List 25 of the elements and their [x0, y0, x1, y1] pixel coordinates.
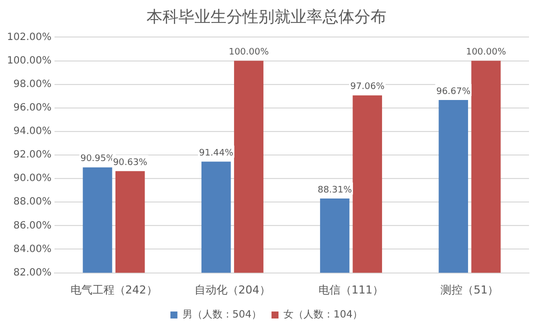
x-tick-label: 电气工程（242） — [70, 283, 158, 296]
data-label: 97.06% — [350, 82, 385, 92]
legend-label: 女（人数：104） — [284, 308, 363, 321]
x-tick-label: 测控（51） — [440, 283, 499, 296]
y-tick-label: 98.00% — [13, 78, 52, 90]
y-tick-label: 86.00% — [13, 220, 52, 232]
y-tick-label: 100.00% — [6, 55, 52, 66]
y-tick-label: 84.00% — [13, 244, 52, 255]
data-label: 88.31% — [318, 185, 352, 196]
data-label: 96.67% — [436, 86, 471, 97]
data-label: 100.00% — [228, 48, 270, 58]
y-tick-label: 102.00% — [6, 32, 52, 43]
y-tick-label: 96.00% — [13, 102, 52, 114]
y-tick-label: 94.00% — [13, 126, 52, 138]
x-tick-label: 自动化（204） — [194, 283, 270, 296]
y-tick-label: 82.00% — [13, 267, 52, 278]
legend-label: 男（人数：504） — [182, 310, 262, 321]
chart-title: 本科毕业生分性别就业率总体分布 — [146, 6, 386, 26]
y-tick-label: 88.00% — [13, 196, 52, 208]
data-label: 100.00% — [466, 48, 506, 58]
x-tick-label: 电信（111） — [318, 283, 384, 296]
y-tick-label: 90.00% — [13, 173, 52, 184]
y-tick-label: 92.00% — [13, 150, 52, 161]
data-label: 90.63% — [112, 158, 148, 168]
data-label: 91.44% — [198, 148, 234, 158]
